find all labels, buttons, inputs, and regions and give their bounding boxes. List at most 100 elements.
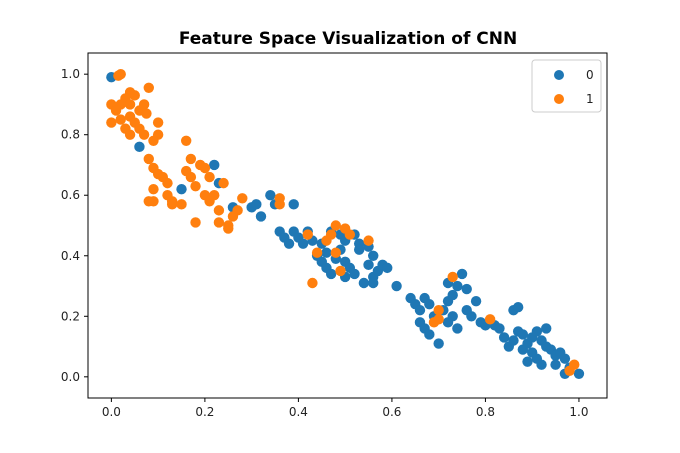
point-class-1	[274, 199, 285, 210]
point-class-0	[288, 199, 299, 210]
point-class-1	[162, 177, 173, 189]
y-tick-label: 0.6	[61, 188, 80, 202]
point-class-1	[335, 265, 346, 277]
legend: 0 1	[531, 59, 602, 113]
y-tick-label: 0.8	[61, 128, 80, 142]
point-class-1	[190, 217, 201, 228]
point-class-1	[213, 217, 225, 228]
point-class-1	[180, 135, 192, 146]
point-class-0	[424, 298, 435, 310]
point-class-0	[382, 262, 393, 274]
point-class-1	[204, 171, 215, 183]
point-class-1	[307, 277, 318, 289]
point-class-0	[470, 295, 482, 307]
point-class-0	[536, 359, 547, 370]
point-class-0	[325, 268, 337, 280]
point-class-1	[344, 229, 356, 240]
point-class-1	[213, 205, 225, 216]
point-class-0	[368, 250, 379, 261]
x-tick-label: 0.0	[102, 405, 121, 419]
point-class-1	[148, 183, 159, 195]
point-class-1	[484, 314, 496, 325]
point-class-0	[522, 356, 533, 367]
legend-marker-0	[554, 70, 564, 80]
point-class-0	[466, 311, 477, 322]
point-class-0	[176, 183, 187, 195]
point-class-1	[185, 153, 197, 165]
point-class-0	[349, 268, 360, 280]
point-class-1	[141, 108, 152, 119]
point-class-1	[110, 105, 122, 116]
point-class-0	[251, 199, 262, 210]
point-class-1	[223, 223, 234, 234]
point-class-1	[152, 117, 164, 128]
legend-marker-1	[554, 94, 564, 104]
plot-area	[87, 52, 608, 399]
chart-title: Feature Space Visualization of CNN	[179, 29, 517, 49]
point-class-0	[461, 283, 472, 295]
point-class-1	[218, 177, 229, 189]
x-tick-label: 0.8	[476, 405, 495, 419]
point-class-0	[452, 323, 463, 334]
point-class-0	[255, 211, 267, 222]
point-class-1	[199, 162, 211, 174]
x-tick-label: 1.0	[569, 405, 588, 419]
point-class-1	[115, 114, 126, 125]
point-class-0	[452, 280, 463, 292]
point-class-0	[134, 141, 145, 153]
point-class-0	[321, 247, 332, 258]
point-class-1	[138, 129, 150, 140]
point-class-0	[494, 323, 505, 334]
x-tick-label: 0.2	[195, 405, 214, 419]
point-class-0	[550, 359, 561, 370]
point-class-0	[265, 190, 276, 201]
point-class-1	[115, 68, 126, 80]
point-class-1	[227, 211, 239, 222]
point-class-0	[531, 326, 543, 337]
point-class-0	[573, 368, 585, 379]
legend-label-0: 0	[586, 68, 594, 82]
y-tick-label: 0.4	[61, 249, 80, 263]
point-class-1	[138, 99, 150, 110]
point-class-1	[237, 193, 248, 204]
point-class-1	[311, 247, 323, 258]
point-class-0	[508, 335, 519, 346]
point-class-0	[447, 289, 458, 301]
point-class-0	[358, 277, 370, 289]
point-class-1	[143, 82, 154, 94]
point-class-1	[204, 196, 215, 207]
point-class-1	[143, 153, 154, 165]
point-class-0	[297, 238, 309, 249]
point-class-1	[564, 365, 575, 376]
point-class-0	[209, 159, 220, 171]
point-class-0	[283, 238, 295, 249]
point-class-0	[526, 347, 538, 358]
point-class-0	[353, 244, 365, 255]
point-class-1	[190, 180, 201, 192]
y-tick-label: 0.2	[61, 309, 80, 323]
point-class-0	[391, 280, 402, 292]
point-class-0	[559, 353, 571, 364]
point-class-0	[541, 323, 552, 334]
y-tick-label: 1.0	[61, 67, 80, 81]
point-class-0	[414, 305, 426, 316]
point-class-1	[363, 235, 374, 246]
x-tick-label: 0.4	[289, 405, 308, 419]
point-class-1	[447, 271, 458, 283]
point-class-1	[302, 229, 313, 240]
point-class-1	[321, 235, 332, 246]
point-class-1	[433, 305, 444, 316]
point-class-1	[330, 220, 342, 231]
point-class-0	[363, 259, 374, 271]
point-class-1	[124, 99, 136, 110]
point-class-1	[185, 171, 197, 183]
point-class-1	[106, 117, 117, 128]
point-class-0	[433, 338, 444, 349]
x-tick-label: 0.6	[382, 405, 401, 419]
y-tick-label: 0.0	[61, 370, 80, 384]
point-class-1	[428, 317, 440, 328]
point-class-1	[124, 129, 136, 140]
point-class-0	[424, 329, 435, 340]
point-class-0	[447, 311, 458, 322]
